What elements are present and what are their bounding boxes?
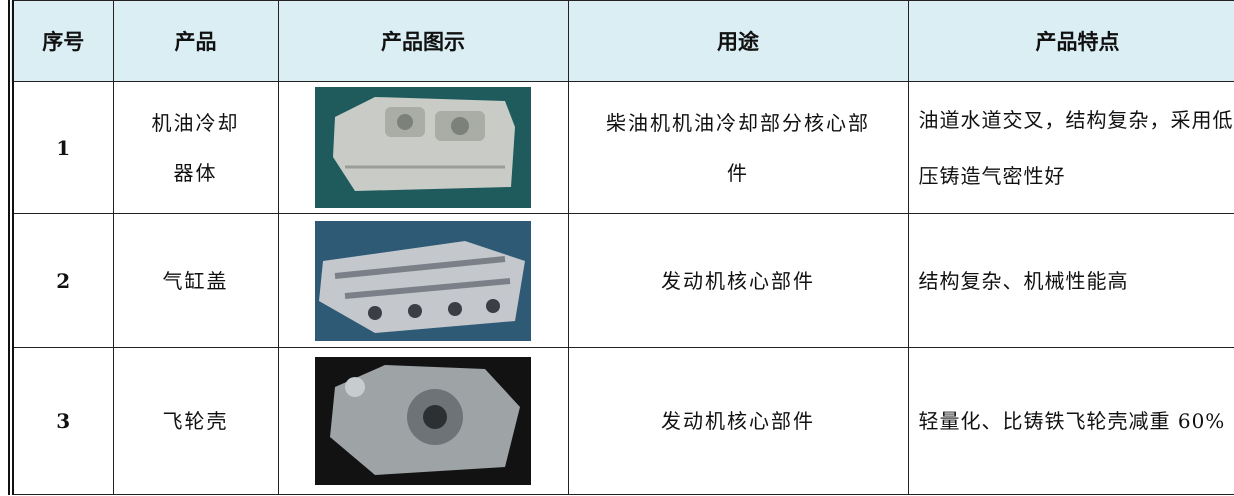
cell-text: 气缸盖	[162, 268, 229, 293]
cell: 轻量化、比铸铁飞轮壳减重 60%	[907, 347, 1234, 495]
cell-text: 机油冷却器体	[151, 110, 240, 185]
cell: 飞轮壳	[112, 347, 279, 495]
cell: 柴油机机油冷却部分核心部件	[567, 81, 909, 214]
cell-text: 发动机核心部件	[661, 409, 815, 433]
cell: 3	[8, 347, 114, 495]
cell: 油道水道交叉，结构复杂，采用低压铸造气密性好	[907, 81, 1234, 214]
cell	[277, 81, 569, 214]
header-row: 序号 产品 产品图示 用途 产品特点	[8, 0, 1234, 82]
table-row: 2 气缸盖 发动机核心部件 结构复杂、机械性能高	[8, 213, 1234, 348]
cell-text: 柴油机机油冷却部分核心部件	[606, 110, 870, 185]
cell: 1	[8, 81, 114, 214]
header-cell: 产品特点	[907, 0, 1234, 82]
cell: 发动机核心部件	[567, 213, 909, 348]
header-cell: 产品图示	[277, 0, 569, 82]
cell-text: 发动机核心部件	[661, 268, 815, 293]
cell	[277, 347, 569, 495]
table-row: 1 机油冷却器体 柴油机机油冷却部分核心部件 油道水道交叉，结构复杂，采用低压铸…	[8, 81, 1234, 214]
cell: 气缸盖	[112, 213, 279, 348]
table-row: 3 飞轮壳 发动机核心部件 轻量化、比铸铁飞轮壳减重 60%	[8, 347, 1234, 495]
cell-text: 结构复杂、机械性能高	[918, 268, 1129, 293]
product-image	[315, 357, 531, 485]
cell: 结构复杂、机械性能高	[907, 213, 1234, 348]
header-cell: 用途	[567, 0, 909, 82]
cell: 机油冷却器体	[112, 81, 279, 214]
header-cell: 序号	[8, 0, 114, 82]
cell-text: 飞轮壳	[162, 409, 229, 433]
product-image	[315, 220, 531, 341]
header-cell: 产品	[112, 0, 279, 82]
cell-text: 油道水道交叉，结构复杂，采用低压铸造气密性好	[918, 107, 1234, 188]
product-image	[315, 87, 531, 208]
cell-text: 轻量化、比铸铁飞轮壳减重 60%	[918, 409, 1226, 433]
cell	[277, 213, 569, 348]
cell: 发动机核心部件	[567, 347, 909, 495]
cell: 2	[8, 213, 114, 348]
product-table: 序号 产品 产品图示 用途 产品特点 1 机油冷却器体 柴油机机油冷却部分核心部…	[8, 0, 1234, 495]
